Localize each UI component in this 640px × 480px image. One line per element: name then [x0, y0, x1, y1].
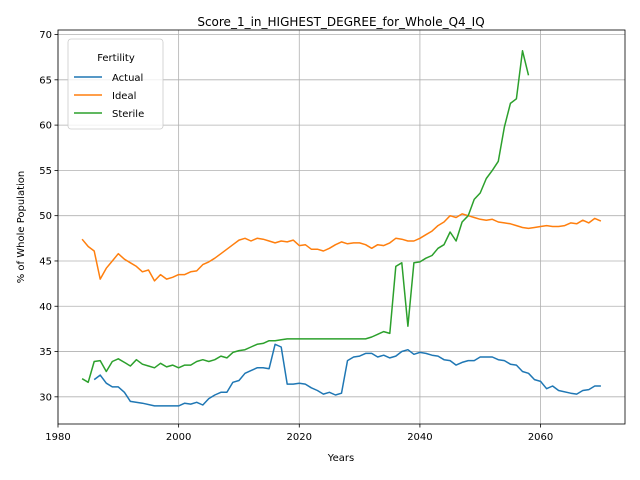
y-tick-label: 55	[39, 166, 52, 177]
legend-label-ideal: Ideal	[112, 91, 136, 102]
y-tick-label: 35	[39, 347, 52, 358]
y-tick-label: 40	[39, 302, 52, 313]
legend-title: Fertility	[97, 53, 135, 64]
x-tick-label: 1980	[45, 432, 70, 443]
x-tick-label: 2020	[287, 432, 312, 443]
legend-label-sterile: Sterile	[112, 109, 144, 120]
y-tick-label: 45	[39, 256, 52, 267]
y-tick-label: 60	[39, 121, 52, 132]
series-line-actual	[93, 343, 601, 407]
x-tick-label: 2000	[166, 432, 191, 443]
x-tick-label: 2060	[528, 432, 553, 443]
x-tick-label: 2040	[407, 432, 432, 443]
y-tick-label: 70	[39, 30, 52, 41]
y-tick-label: 65	[39, 75, 52, 86]
legend-entries: Actual Ideal Sterile	[74, 73, 144, 120]
series-line-sterile	[81, 50, 530, 384]
y-tick-label: 30	[39, 392, 52, 403]
x-axis-ticks: 1980 2000 2020 2040 2060	[45, 424, 553, 443]
plot-area-frame	[57, 29, 626, 425]
y-tick-label: 50	[39, 211, 52, 222]
y-axis-ticks: 30 35 40 45 50 55 60 65 70	[39, 30, 58, 403]
series-lines	[81, 50, 602, 407]
series-line-ideal	[81, 213, 602, 282]
legend-label-actual: Actual	[112, 73, 143, 84]
legend: Fertility Actual Ideal Sterile	[67, 38, 164, 130]
chart-title: Score_1_in_HIGHEST_DEGREE_for_Whole_Q4_I…	[197, 15, 484, 29]
grid-lines	[57, 30, 625, 424]
y-axis-label: % of Whole Population	[16, 171, 27, 284]
x-axis-label: Years	[327, 453, 354, 464]
legend-box	[67, 38, 164, 130]
